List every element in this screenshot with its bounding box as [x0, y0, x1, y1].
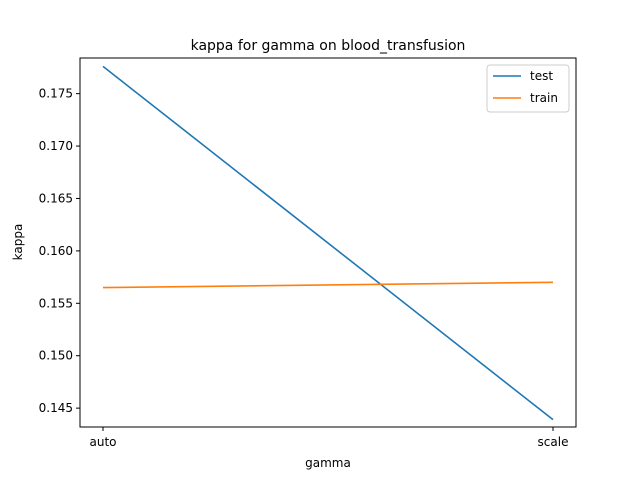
y-tick-label: 0.170	[39, 139, 73, 153]
series-line-test	[102, 65, 554, 421]
legend-label-test: test	[530, 69, 553, 83]
y-tick-label: 0.145	[39, 401, 73, 415]
axes-frame	[79, 57, 577, 428]
x-tick-label: auto	[89, 435, 116, 449]
x-axis-ticks: auto scale	[89, 427, 568, 449]
chart-title: kappa for gamma on blood_transfusion	[191, 38, 466, 54]
y-tick-label: 0.160	[39, 244, 73, 258]
y-axis-ticks: 0.145 0.150 0.155 0.160 0.165 0.170 0.175	[39, 87, 80, 415]
x-axis-label: gamma	[305, 456, 351, 470]
series-line-train	[102, 281, 554, 289]
series-lines	[102, 65, 554, 421]
y-tick-label: 0.175	[39, 87, 73, 101]
legend-label-train: train	[530, 91, 558, 105]
legend: test train	[486, 64, 570, 113]
y-axis-label: kappa	[11, 224, 25, 261]
y-tick-label: 0.150	[39, 349, 73, 363]
y-tick-label: 0.165	[39, 191, 73, 205]
x-tick-label: scale	[538, 435, 569, 449]
y-tick-label: 0.155	[39, 296, 73, 310]
